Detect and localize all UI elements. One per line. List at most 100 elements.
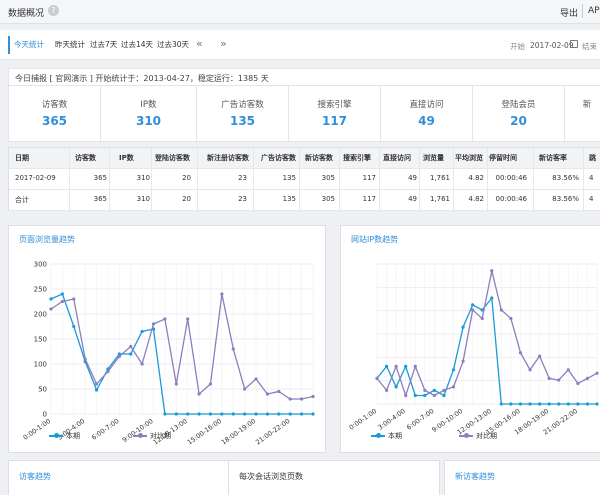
data-point xyxy=(72,324,76,329)
x-tick-label: 21:00-22:00 xyxy=(254,417,291,446)
summary-label: IP数 xyxy=(140,100,157,110)
data-point xyxy=(265,392,270,396)
table-cell: 83.56% xyxy=(552,174,579,182)
table-header-cell: 直接访问 xyxy=(383,154,411,162)
x-tick-label: 6:00-7:00 xyxy=(90,417,120,442)
y-tick-label: 0 xyxy=(43,411,47,419)
table-cell: 1,761 xyxy=(429,174,450,182)
data-point xyxy=(243,387,247,391)
date-range-bar: 今天统计 昨天统计 过去7天 过去14天 过去30天 « » 开始 2017-0… xyxy=(0,30,600,60)
data-point xyxy=(186,317,190,321)
summary-label: 直接访问 xyxy=(409,100,444,110)
data-point xyxy=(471,308,475,312)
table-divider xyxy=(533,148,534,212)
table-cell: 23 xyxy=(238,195,247,203)
data-point xyxy=(442,393,446,398)
legend-current[interactable]: 本期 xyxy=(371,431,402,441)
table-cell: 4.82 xyxy=(468,195,484,203)
data-point xyxy=(576,402,580,406)
legend-line-icon xyxy=(133,433,147,438)
table-row: 2017-02-09 365 310 20 23 135 305 117 49 1,761 4.82… xyxy=(9,169,600,190)
table-cell: 305 xyxy=(321,195,335,203)
calendar-icon[interactable] xyxy=(570,40,578,48)
table-header-cell: 登陆访客数 xyxy=(155,154,190,162)
legend-compare[interactable]: 对比期 xyxy=(133,431,171,441)
pageview-trend-panel: 页面浏览量趋势 0 50 100 150 200 250 300 0:00-1:00 3:00-… xyxy=(8,225,326,453)
y-tick-label: 50 xyxy=(38,386,47,394)
data-point xyxy=(49,297,53,301)
data-point xyxy=(140,329,144,334)
export-button[interactable]: 导出 xyxy=(560,9,579,19)
data-point xyxy=(451,368,456,372)
x-tick-label: 15:00-16:00 xyxy=(186,417,223,446)
table-header-row: 日期 访客数 IP数 登陆访客数 新注册访客数 广告访客数 新访客数 搜索引擎 直接访问 浏览量 平… xyxy=(9,148,600,169)
table-cell: 305 xyxy=(321,174,335,182)
data-point xyxy=(265,412,270,416)
summary-value: 310 xyxy=(135,114,162,128)
data-point xyxy=(413,364,417,368)
page-header: 数据概况 ? 导出 AP xyxy=(0,0,600,24)
tab-yesterday[interactable]: 昨天统计 xyxy=(55,40,85,49)
help-icon[interactable]: ? xyxy=(48,5,59,16)
summary-card-ip: IP数 310 xyxy=(101,86,197,142)
tab-last-7-days[interactable]: 过去7天 xyxy=(90,40,118,49)
data-point xyxy=(509,316,513,321)
data-point xyxy=(208,382,213,386)
data-point xyxy=(197,412,201,416)
table-header-cell: 访客数 xyxy=(75,154,96,162)
table-header-cell: 平均浏览 xyxy=(455,154,483,162)
legend-line-icon xyxy=(459,433,473,438)
data-point xyxy=(547,402,551,406)
table-cell: 83.56% xyxy=(552,195,579,203)
tab-last-14-days[interactable]: 过去14天 xyxy=(121,40,154,49)
next-period-icon[interactable]: » xyxy=(220,37,227,50)
table-header-cell: 新访客数 xyxy=(305,154,333,162)
divider xyxy=(582,4,583,18)
data-point xyxy=(423,393,427,398)
summary-label: 新 xyxy=(582,100,592,110)
legend-line-icon xyxy=(49,433,63,438)
table-divider xyxy=(253,148,254,212)
summary-label: 登陆会员 xyxy=(501,100,536,110)
data-point xyxy=(528,402,532,406)
data-point xyxy=(117,354,121,359)
y-tick-label: 150 xyxy=(34,336,47,344)
table-divider xyxy=(453,148,454,212)
table-cell: 49 xyxy=(408,174,417,182)
data-point xyxy=(404,393,408,398)
data-point xyxy=(538,402,542,406)
table-header-cell: 搜索引擎 xyxy=(343,154,371,162)
table-divider xyxy=(151,148,152,212)
table-divider xyxy=(379,148,380,212)
legend-label: 本期 xyxy=(388,432,402,440)
data-point xyxy=(595,371,599,375)
api-button[interactable]: AP xyxy=(588,6,600,16)
data-point xyxy=(404,364,408,368)
table-cell: 135 xyxy=(282,195,296,203)
table-cell: 365 xyxy=(93,174,107,182)
tab-last-30-days[interactable]: 过去30天 xyxy=(157,40,190,49)
data-point xyxy=(413,393,417,398)
legend-current[interactable]: 本期 xyxy=(49,431,80,441)
data-point xyxy=(94,388,99,392)
data-point xyxy=(277,389,281,394)
start-date-input[interactable]: 2017-02-09 xyxy=(530,41,574,50)
tab-today[interactable]: 今天统计 xyxy=(14,40,44,49)
table-divider xyxy=(487,148,488,212)
table-header-cell: IP数 xyxy=(119,154,134,162)
table-header-cell: 停留时间 xyxy=(489,154,517,162)
data-point xyxy=(163,412,167,416)
data-point xyxy=(106,369,110,374)
panel-title: 每次会话浏览页数 xyxy=(239,472,303,481)
summary-card-search-engine: 搜索引擎 117 xyxy=(289,86,381,142)
legend-compare[interactable]: 对比期 xyxy=(459,431,497,441)
data-point xyxy=(277,412,281,416)
stats-table: 日期 访客数 IP数 登陆访客数 新注册访客数 广告访客数 新访客数 搜索引擎 直接访问 浏览量 平… xyxy=(8,147,600,212)
table-header-cell: 跳 xyxy=(589,154,596,162)
prev-period-icon[interactable]: « xyxy=(196,37,203,50)
data-point xyxy=(432,388,436,392)
stats-info-line: 今日捕报 [ 官网演示 ] 开始统计于：2013-04-27，稳定运行：1385… xyxy=(8,68,600,86)
data-point xyxy=(490,296,494,300)
data-point xyxy=(243,412,247,416)
data-point xyxy=(480,316,484,321)
